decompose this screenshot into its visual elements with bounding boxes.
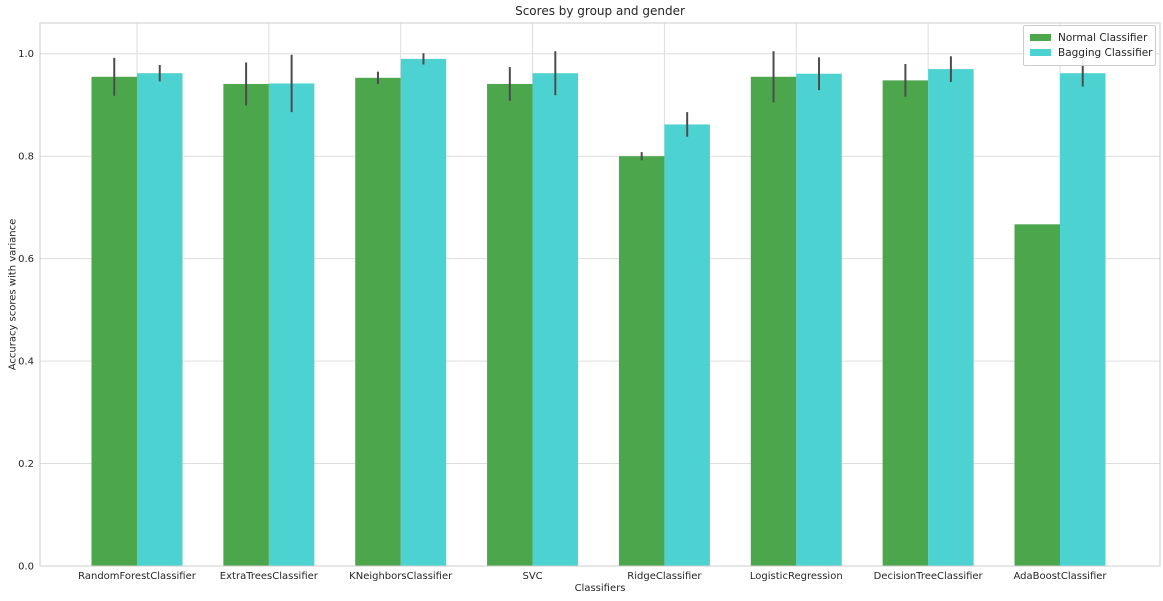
bar — [928, 69, 974, 567]
y-tick-label: 0.0 — [18, 562, 34, 573]
x-axis-label: Classifiers — [574, 583, 626, 594]
x-tick-label: DecisionTreeClassifier — [874, 571, 984, 582]
plot-border — [39, 22, 1161, 567]
bar — [882, 80, 929, 566]
y-tick-label: 0.8 — [18, 152, 34, 163]
legend-item-normal-classifier: Normal Classifier — [1030, 30, 1149, 45]
normal-classifier-swatch-icon — [1030, 34, 1051, 41]
x-tick-label: RandomForestClassifier — [78, 571, 197, 582]
bar — [618, 156, 665, 567]
bar — [1014, 224, 1060, 566]
bar — [400, 58, 447, 566]
y-tick-label: 0.2 — [18, 459, 34, 470]
x-tick-label: ExtraTreesClassifier — [220, 571, 319, 582]
legend-label: Bagging Classifier — [1058, 46, 1153, 59]
bar — [1060, 73, 1106, 566]
y-axis-label: Accuracy scores with variance — [7, 218, 19, 371]
y-tick-label: 0.4 — [18, 357, 34, 368]
bar — [532, 73, 579, 566]
chart-title: Scores by group and gender — [515, 4, 685, 18]
bar — [487, 83, 533, 566]
x-tick-label: RidgeClassifier — [627, 571, 702, 582]
legend-item-bagging-classifier: Bagging Classifier — [1030, 45, 1153, 60]
bar — [355, 77, 401, 567]
bar — [91, 76, 137, 567]
bagging-classifier-swatch-icon — [1030, 49, 1051, 56]
bar — [664, 124, 710, 567]
bar — [750, 76, 797, 567]
legend: Normal Classifier Bagging Classifier — [1023, 25, 1156, 66]
y-tick-label: 0.6 — [18, 254, 34, 265]
legend-label: Normal Classifier — [1058, 31, 1148, 44]
y-tick-label: 1.0 — [18, 49, 34, 60]
x-tick-label: KNeighborsClassifier — [349, 571, 453, 582]
x-tick-label: AdaBoostClassifier — [1013, 571, 1107, 582]
bar — [137, 73, 183, 566]
x-tick-label: LogisticRegression — [750, 571, 843, 582]
bar — [268, 83, 315, 566]
x-tick-label: SVC — [522, 571, 542, 582]
bar — [796, 73, 842, 567]
bar — [223, 83, 269, 566]
